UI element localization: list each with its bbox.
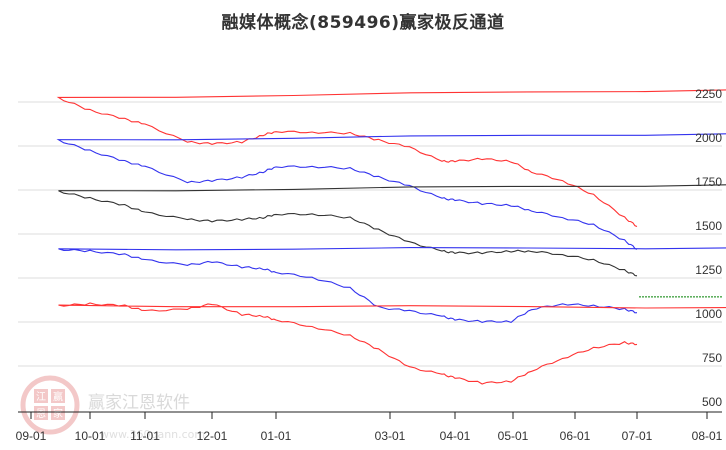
channel-lines [56,89,726,385]
outer-lower-band [58,302,726,385]
watermark: 江 赢 恩 家 赢家江恩软件 www.360gann.com [20,375,205,441]
x-tick-label: 10-01 [75,429,106,443]
watermark-seal-icon: 江 赢 恩 家 [20,375,80,435]
y-tick-label: 1250 [695,263,722,277]
x-tick-label: 03-01 [375,429,406,443]
x-axis: 09-01 10-01 11-01 12-01 01-01 03-01 04-01 05-01… [16,411,723,443]
inner-upper-band [56,133,726,250]
chart-title: 融媒体概念(859496)赢家极反通道 [221,13,505,33]
y-tick-label: 1000 [695,307,722,321]
svg-text:赢: 赢 [53,390,63,403]
svg-text:家: 家 [53,407,63,420]
y-tick-label: 750 [702,351,722,365]
outer-upper-band [56,89,726,228]
y-tick-label: 1500 [695,219,722,233]
watermark-brand: 赢家江恩软件 [88,393,190,413]
x-tick-label: 04-01 [440,429,471,443]
x-tick-label: 06-01 [560,429,591,443]
grid-lines [18,101,722,367]
middle-line [58,184,726,277]
y-tick-label: 500 [702,395,722,409]
x-tick-label: 05-01 [498,429,529,443]
x-tick-label: 08-01 [692,429,723,443]
watermark-url: www.360gann.com [100,428,205,441]
x-tick-label: 11-01 [130,429,160,443]
x-tick-label: 01-01 [261,429,292,443]
x-tick-label: 07-01 [622,429,653,443]
y-axis: 2250 2000 1750 1500 1250 1000 750 500 [695,87,722,409]
y-tick-label: 1750 [695,175,722,189]
x-tick-label: 12-01 [197,429,228,443]
x-tick-label: 09-01 [16,429,47,443]
y-tick-label: 2250 [695,87,722,101]
y-tick-label: 2000 [695,131,722,145]
svg-text:江: 江 [36,391,46,403]
svg-text:恩: 恩 [36,408,46,420]
